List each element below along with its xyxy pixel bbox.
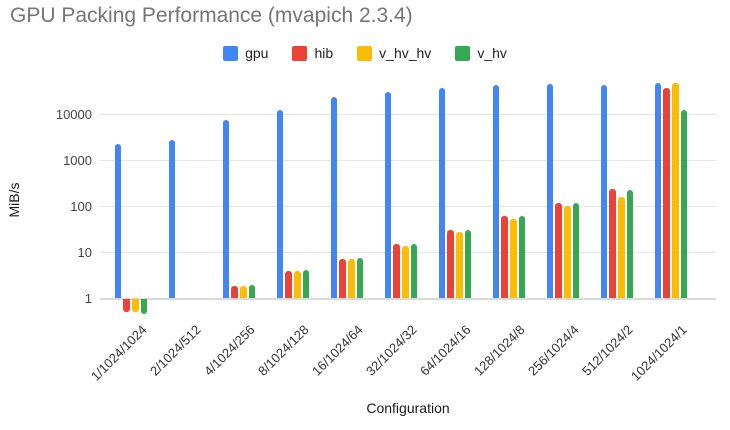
x-tick-label-512/1024/2: 512/1024/2 [578,322,636,379]
x-tick-label-1024/1024/1: 1024/1024/1 [627,322,690,384]
bar-gpu-2/1024/512[interactable] [168,140,176,298]
legend-item-gpu[interactable]: gpu [223,45,268,61]
bar-gpu-16/1024/64[interactable] [330,97,338,298]
gridline-1000 [100,160,716,161]
bar-v_hv-1024/1024/1[interactable] [680,110,688,298]
bar-v_hv_hv-1024/1024/1[interactable] [672,82,679,298]
bar-v_hv-32/1024/32[interactable] [410,243,418,298]
bar-v_hv-8/1024/128[interactable] [302,270,310,298]
bar-hib-1024/1024/1[interactable] [663,88,670,298]
axis-baseline [100,298,716,300]
chart-title: GPU Packing Performance (mvapich 2.3.4) [10,4,413,27]
y-tick-label-10: 10 [77,245,92,260]
bar-hib-512/1024/2[interactable] [609,188,616,298]
bar-v_hv_hv-16/1024/64[interactable] [348,259,355,298]
bar-v_hv_hv-4/1024/256[interactable] [240,286,247,298]
bar-hib-8/1024/128[interactable] [285,271,292,298]
bar-hib-4/1024/256[interactable] [231,286,238,298]
bar-gpu-128/1024/8[interactable] [492,85,500,298]
legend-swatch-v_hv [455,45,471,61]
bar-gpu-512/1024/2[interactable] [600,85,608,298]
legend-item-hib[interactable]: hib [292,45,333,61]
x-tick-label-2/1024/512: 2/1024/512 [146,322,204,379]
bar-gpu-1024/1024/1[interactable] [654,82,662,298]
bar-v_hv-128/1024/8[interactable] [518,216,526,298]
bar-gpu-1/1024/1024[interactable] [114,144,122,298]
legend-item-v_hv[interactable]: v_hv [455,45,507,61]
y-tick-label-1: 1 [84,291,92,306]
bar-hib-256/1024/4[interactable] [555,202,562,298]
y-tick-label-10000: 10000 [55,107,92,122]
y-axis-title: MiB/s [6,182,22,218]
bar-v_hv-16/1024/64[interactable] [356,257,364,298]
gridline-10000 [100,114,716,115]
bar-hib-64/1024/16[interactable] [447,230,454,298]
x-tick-label-1/1024/1024: 1/1024/1024 [87,322,150,384]
x-tick-label-16/1024/64: 16/1024/64 [308,322,366,379]
bar-v_hv_hv-1/1024/1024[interactable] [132,299,139,312]
legend-label: hib [314,45,334,61]
x-tick-label-128/1024/8: 128/1024/8 [470,322,528,379]
bar-v_hv_hv-512/1024/2[interactable] [618,196,625,298]
bar-gpu-8/1024/128[interactable] [276,110,284,298]
legend-item-v_hv_hv[interactable]: v_hv_hv [357,45,431,61]
bar-hib-1/1024/1024[interactable] [123,299,130,312]
legend-swatch-hib [292,45,308,61]
legend-swatch-gpu [223,45,239,61]
legend-label: v_hv_hv [379,45,432,61]
x-axis-title: Configuration [366,400,450,416]
bar-v_hv_hv-128/1024/8[interactable] [510,219,517,298]
bar-v_hv-1/1024/1024[interactable] [140,299,148,314]
legend-swatch-v_hv_hv [357,45,373,61]
bar-v_hv_hv-64/1024/16[interactable] [456,232,463,298]
bar-gpu-32/1024/32[interactable] [384,92,392,298]
x-tick-label-8/1024/128: 8/1024/128 [254,322,312,379]
bar-hib-16/1024/64[interactable] [339,258,346,298]
bar-gpu-64/1024/16[interactable] [438,87,446,298]
x-tick-label-64/1024/16: 64/1024/16 [416,322,474,379]
bar-v_hv-4/1024/256[interactable] [248,285,256,298]
legend-label: v_hv [477,45,507,61]
plot-area [100,78,716,316]
bar-hib-32/1024/32[interactable] [393,243,400,298]
x-tick-label-4/1024/256: 4/1024/256 [200,322,258,379]
bar-v_hv_hv-8/1024/128[interactable] [294,271,301,298]
legend-label: gpu [245,45,269,61]
bar-hib-128/1024/8[interactable] [501,216,508,298]
bar-v_hv_hv-256/1024/4[interactable] [564,206,571,298]
bar-v_hv-256/1024/4[interactable] [572,202,580,298]
bar-v_hv-64/1024/16[interactable] [464,230,472,298]
bar-v_hv_hv-32/1024/32[interactable] [402,246,409,298]
x-tick-label-256/1024/4: 256/1024/4 [524,322,582,379]
bar-v_hv-512/1024/2[interactable] [626,190,634,298]
legend: gpu hib v_hv_hv v_hv [0,43,730,63]
bar-gpu-4/1024/256[interactable] [222,119,230,298]
x-tick-label-32/1024/32: 32/1024/32 [362,322,420,379]
bar-gpu-256/1024/4[interactable] [546,83,554,298]
gridline-100 [100,206,716,207]
